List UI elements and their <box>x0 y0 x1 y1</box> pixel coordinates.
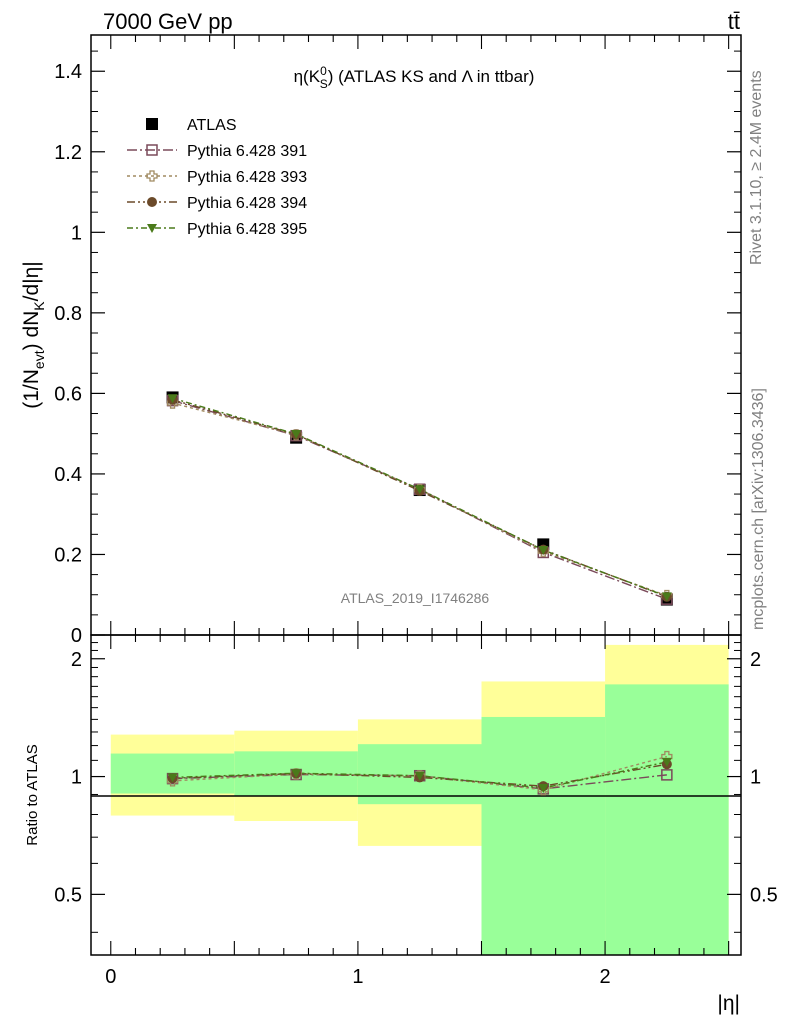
data-point-mc <box>167 394 178 404</box>
ratio-plot: 0.5 0.5 1 1 2 2 0 1 2 Ratio to ATLAS |η| <box>24 634 778 1015</box>
ratio-green-band <box>481 716 606 955</box>
ratio-series-points <box>166 750 673 796</box>
main-series-line <box>172 397 668 597</box>
data-point-mc <box>661 592 672 602</box>
main-series-line <box>172 399 668 598</box>
ratio-uncertainty-bands <box>110 644 729 955</box>
legend-entry-label: Pythia 6.428 391 <box>187 143 307 160</box>
mcplots-label: mcplots.cern.ch [arXiv:1306.3436] <box>750 388 767 630</box>
ratio-data-point <box>291 769 302 779</box>
ratio-y-tick-label-right: 2 <box>750 649 761 671</box>
main-y-tick-label: 0.8 <box>54 303 82 325</box>
analysis-watermark: ATLAS_2019_I1746286 <box>341 590 490 606</box>
main-y-tick-label: 0.2 <box>54 544 82 566</box>
legend-marker <box>146 144 158 156</box>
main-y-tick-label: 0.6 <box>54 383 82 405</box>
main-y-tick-label: 1.2 <box>54 142 82 164</box>
ratio-data-point <box>414 771 425 781</box>
x-tick-label: 1 <box>352 966 363 988</box>
ratio-data-point <box>661 769 673 781</box>
legend-entry-label: ATLAS <box>187 117 237 134</box>
main-plot: 0 0.2 0.4 0.6 0.8 1 1.2 1.4 η(K0 S) (ATLAS KS an… <box>20 34 742 647</box>
ratio-data-point <box>538 783 549 793</box>
legend: ATLAS Pythia 6.428 391 Pythia 6.428 393 Pyt… <box>127 117 307 238</box>
main-y-tick-label: 0 <box>71 625 82 647</box>
legend-marker <box>146 170 158 182</box>
data-point-mc <box>291 430 302 440</box>
ratio-x-ticks: 0 1 2 <box>105 635 730 988</box>
main-series-points <box>166 391 673 606</box>
ratio-plot-frame <box>90 634 742 956</box>
main-x-ticks <box>110 35 730 635</box>
main-series-line <box>172 399 668 600</box>
main-y-tick-label: 1.4 <box>54 61 82 83</box>
ratio-y-tick-label: 0.5 <box>54 884 82 906</box>
header-right: tt̄ <box>728 9 740 34</box>
legend-entry-label: Pythia 6.428 393 <box>187 169 307 186</box>
x-tick-label: 2 <box>600 966 611 988</box>
ratio-y-tick-label: 2 <box>71 649 82 671</box>
rivet-label: Rivet 3.1.10, ≥ 2.4M events <box>748 70 765 265</box>
data-point-mc <box>414 485 425 495</box>
ratio-y-ticks: 0.5 0.5 1 1 2 2 <box>54 642 778 933</box>
ratio-y-axis-label: Ratio to ATLAS <box>24 744 41 845</box>
main-title: η(K0 S) (ATLAS KS and Λ in ttbar) <box>294 64 535 91</box>
ratio-data-point <box>167 773 178 783</box>
data-point-mc <box>538 546 549 556</box>
legend-marker <box>146 118 158 130</box>
main-series-lines <box>172 397 668 600</box>
x-tick-label: 0 <box>105 966 116 988</box>
ratio-data-point <box>661 757 672 767</box>
ratio-y-tick-label-right: 1 <box>750 767 761 789</box>
main-y-axis-label: (1/Nevt) dNK/d|η| <box>20 261 47 409</box>
ratio-y-tick-label: 1 <box>71 767 82 789</box>
legend-marker <box>147 224 157 233</box>
main-y-tick-label: 0.4 <box>54 464 82 486</box>
main-series-line <box>172 402 668 597</box>
main-y-tick-label: 1 <box>71 222 82 244</box>
legend-entry-label: Pythia 6.428 394 <box>187 195 307 212</box>
x-axis-label: |η| <box>717 992 740 1015</box>
legend-entry-label: Pythia 6.428 395 <box>187 221 307 238</box>
main-y-ticks: 0 0.2 0.4 0.6 0.8 1 1.2 1.4 <box>54 50 741 647</box>
ratio-green-band <box>605 684 729 955</box>
ratio-y-tick-label-right: 0.5 <box>750 884 778 906</box>
header-left: 7000 GeV pp <box>103 9 233 34</box>
legend-marker <box>147 197 157 207</box>
